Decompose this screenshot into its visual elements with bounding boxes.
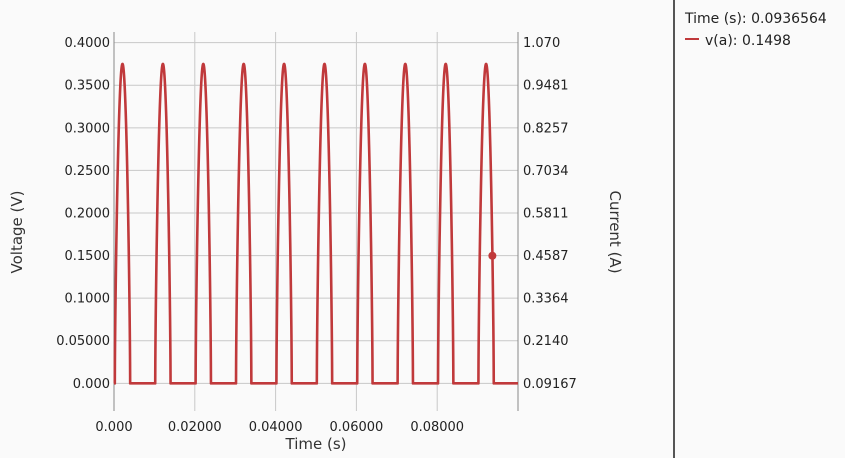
y-tick-label: 0.3000 [65,121,111,136]
y-tick-label: 0.3500 [65,79,111,94]
y2-tick-label: 0.7034 [523,164,569,179]
y2-tick-labels: 0.09167 0.2140 0.3364 0.4587 0.5811 0.7034 0.8… [523,36,577,392]
x-tick-label: 0.08000 [410,420,464,435]
series-readout: v(a): 0.1498 [705,33,791,49]
y2-tick-label: 0.8257 [523,121,569,136]
series-layer [112,62,520,385]
x-tick-label: 0.02000 [168,420,222,435]
y2-tick-label: 0.4587 [523,249,569,264]
y-tick-label: 0.05000 [56,334,110,349]
cursor-readout: Time (s): 0.0936564 v(a): 0.1498 [685,8,827,52]
y2-tick-label: 0.5811 [523,206,569,221]
y-tick-label: 0.4000 [65,36,111,51]
y2-tick-label: 0.9481 [523,79,569,94]
x-tick-labels: 0.000 0.02000 0.04000 0.06000 0.08000 [95,420,464,435]
y2-tick-label: 0.09167 [523,377,577,392]
y-tick-label: 0.1500 [65,249,111,264]
x-tick-label: 0.06000 [330,420,384,435]
x-tick-label: 0.04000 [249,420,303,435]
y-axis-label: Voltage (V) [8,191,26,274]
time-readout: Time (s): 0.0936564 [685,11,827,27]
y-tick-label: 0.2500 [65,164,111,179]
series-swatch [685,38,699,40]
cursor-marker[interactable] [488,251,497,260]
x-axis-label: Time (s) [285,435,347,453]
y2-tick-label: 1.070 [523,36,560,51]
y-tick-label: 0.000 [73,377,110,392]
y2-tick-label: 0.2140 [523,334,569,349]
y2-axis-label: Current (A) [606,190,624,273]
panel-divider[interactable] [673,0,675,458]
y-tick-labels: 0.000 0.05000 0.1000 0.1500 0.2000 0.2500 0.30… [56,36,110,392]
series-line-va [112,62,520,385]
y-tick-label: 0.1000 [65,292,111,307]
y2-tick-label: 0.3364 [523,292,569,307]
chart: 0.000 0.05000 0.1000 0.1500 0.2000 0.2500 0.30… [8,32,624,453]
x-tick-label: 0.000 [95,420,132,435]
y-tick-label: 0.2000 [65,206,111,221]
legend-entry-va[interactable]: v(a): 0.1498 [685,30,827,52]
